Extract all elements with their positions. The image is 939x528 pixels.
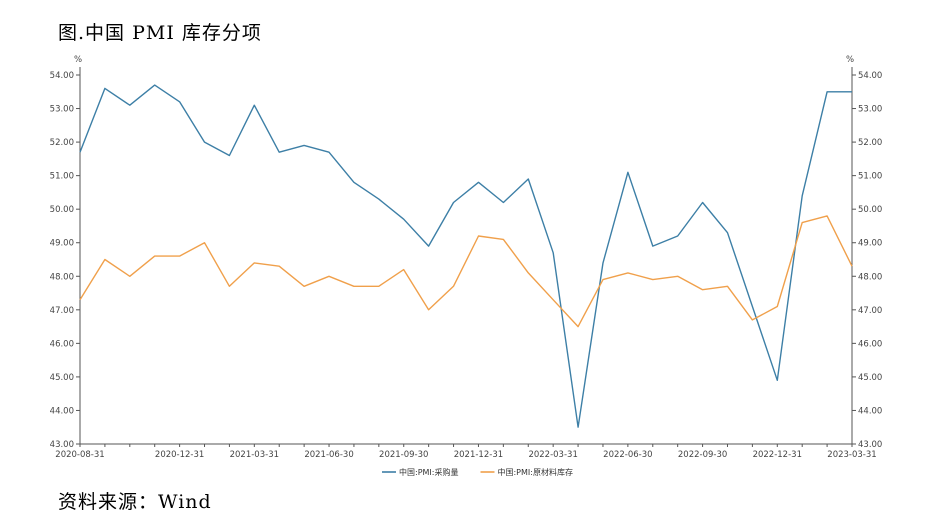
page-title: 图.中国 PMI 库存分项 <box>58 22 262 44</box>
x-tick-label: 2023-03-31 <box>827 450 876 460</box>
y-axis-left-unit-label: % <box>74 55 82 65</box>
y-tick-label-left: 46.00 <box>50 339 74 349</box>
y-tick-label-right: 50.00 <box>858 205 882 215</box>
x-tick-label: 2021-09-30 <box>379 450 428 460</box>
y-tick-label-right: 48.00 <box>858 272 882 282</box>
y-tick-label-right: 49.00 <box>858 239 882 249</box>
x-tick-label: 2021-03-31 <box>230 450 279 460</box>
y-tick-label-right: 44.00 <box>858 406 882 416</box>
y-tick-label-right: 54.00 <box>858 71 882 81</box>
series-line-2 <box>79 215 853 328</box>
y-tick-label-right: 47.00 <box>858 306 882 316</box>
x-tick-label: 2021-06-30 <box>304 450 353 460</box>
x-tick-label: 2022-06-30 <box>603 450 652 460</box>
y-tick-label-right: 43.00 <box>858 440 882 450</box>
x-tick-label: 2022-12-31 <box>753 450 802 460</box>
chart-legend[interactable]: 中国:PMI:采购量 中国:PMI:原材料库存 <box>382 467 573 477</box>
x-tick-label: 2022-03-31 <box>528 450 577 460</box>
y-tick-label-right: 53.00 <box>858 105 882 115</box>
y-tick-label-right: 51.00 <box>858 172 882 182</box>
x-tick-label: 2020-12-31 <box>155 450 204 460</box>
source-note: 资料来源：Wind <box>58 491 212 513</box>
y-tick-label-left: 45.00 <box>50 373 74 383</box>
y-tick-label-left: 51.00 <box>50 172 74 182</box>
y-tick-label-right: 52.00 <box>858 138 882 148</box>
y-tick-label-left: 47.00 <box>50 306 74 316</box>
y-tick-label-right: 46.00 <box>858 339 882 349</box>
y-tick-label-left: 49.00 <box>50 239 74 249</box>
y-tick-label-left: 44.00 <box>50 406 74 416</box>
legend-label-2[interactable]: 中国:PMI:原材料库存 <box>497 467 572 477</box>
chart-series-lines <box>79 84 853 428</box>
chart-axes: % % 43.00 43.00 44.00 44.00 45.00 45.00 46.00 46.… <box>50 55 883 460</box>
y-tick-label-left: 53.00 <box>50 105 74 115</box>
y-tick-label-left: 54.00 <box>50 71 74 81</box>
x-tick-label: 2022-09-30 <box>678 450 727 460</box>
y-tick-label-left: 50.00 <box>50 205 74 215</box>
y-tick-label-right: 45.00 <box>858 373 882 383</box>
legend-label-1[interactable]: 中国:PMI:采购量 <box>399 467 458 477</box>
y-axis-right-unit-label: % <box>846 55 854 65</box>
series-line-1 <box>79 84 852 428</box>
x-tick-label: 2021-12-31 <box>454 450 503 460</box>
y-tick-label-left: 48.00 <box>50 272 74 282</box>
y-tick-label-left: 43.00 <box>50 440 74 450</box>
x-tick-label: 2020-08-31 <box>55 450 104 460</box>
y-tick-label-left: 52.00 <box>50 138 74 148</box>
